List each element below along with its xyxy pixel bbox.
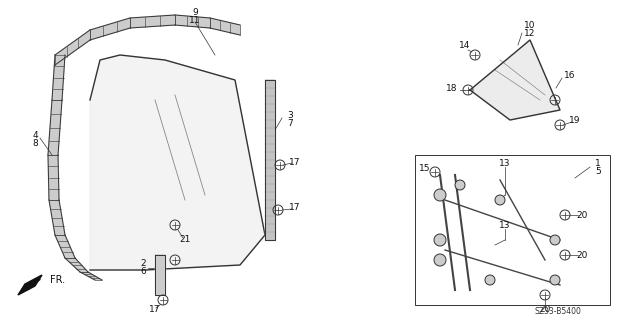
Text: 8: 8 [32,139,38,148]
Text: 2: 2 [140,260,146,268]
Circle shape [434,189,446,201]
Text: 17: 17 [289,157,301,166]
Text: 20: 20 [576,251,588,260]
Circle shape [485,275,495,285]
Polygon shape [470,40,560,120]
Bar [415,155,610,305]
Text: 14: 14 [459,41,471,50]
Polygon shape [90,18,130,40]
Circle shape [550,235,560,245]
Text: 13: 13 [499,220,511,229]
Text: 21: 21 [180,236,190,244]
Text: 1: 1 [595,158,601,167]
Polygon shape [49,200,65,235]
Text: 16: 16 [564,70,576,79]
Text: 18: 18 [445,84,457,92]
Polygon shape [18,275,42,295]
Circle shape [434,254,446,266]
Text: 9: 9 [192,7,198,17]
Text: 12: 12 [525,28,535,37]
Polygon shape [80,272,102,280]
Polygon shape [265,80,275,240]
Polygon shape [52,55,65,100]
Text: 6: 6 [140,268,146,276]
Text: 11: 11 [189,15,201,25]
Text: FR.: FR. [50,275,65,285]
Polygon shape [65,258,88,272]
Circle shape [495,195,505,205]
Polygon shape [90,55,265,270]
Circle shape [550,275,560,285]
Text: SZ33-B5400: SZ33-B5400 [535,308,581,316]
Text: 7: 7 [287,118,293,127]
Text: 17: 17 [289,204,301,212]
Text: 20: 20 [539,306,551,315]
Text: 4: 4 [32,131,38,140]
Circle shape [434,234,446,246]
Polygon shape [55,30,90,65]
Text: 3: 3 [287,110,293,119]
Polygon shape [210,18,240,35]
Polygon shape [155,255,165,295]
Polygon shape [48,100,62,155]
Polygon shape [130,15,175,28]
Text: 5: 5 [595,166,601,175]
Polygon shape [55,235,75,258]
Text: 19: 19 [569,116,581,124]
Text: 10: 10 [524,20,535,29]
Text: 20: 20 [576,211,588,220]
Circle shape [455,180,465,190]
Polygon shape [175,15,210,28]
Text: 15: 15 [419,164,431,172]
Polygon shape [48,155,59,200]
Text: 17: 17 [150,306,161,315]
Text: 13: 13 [499,158,511,167]
